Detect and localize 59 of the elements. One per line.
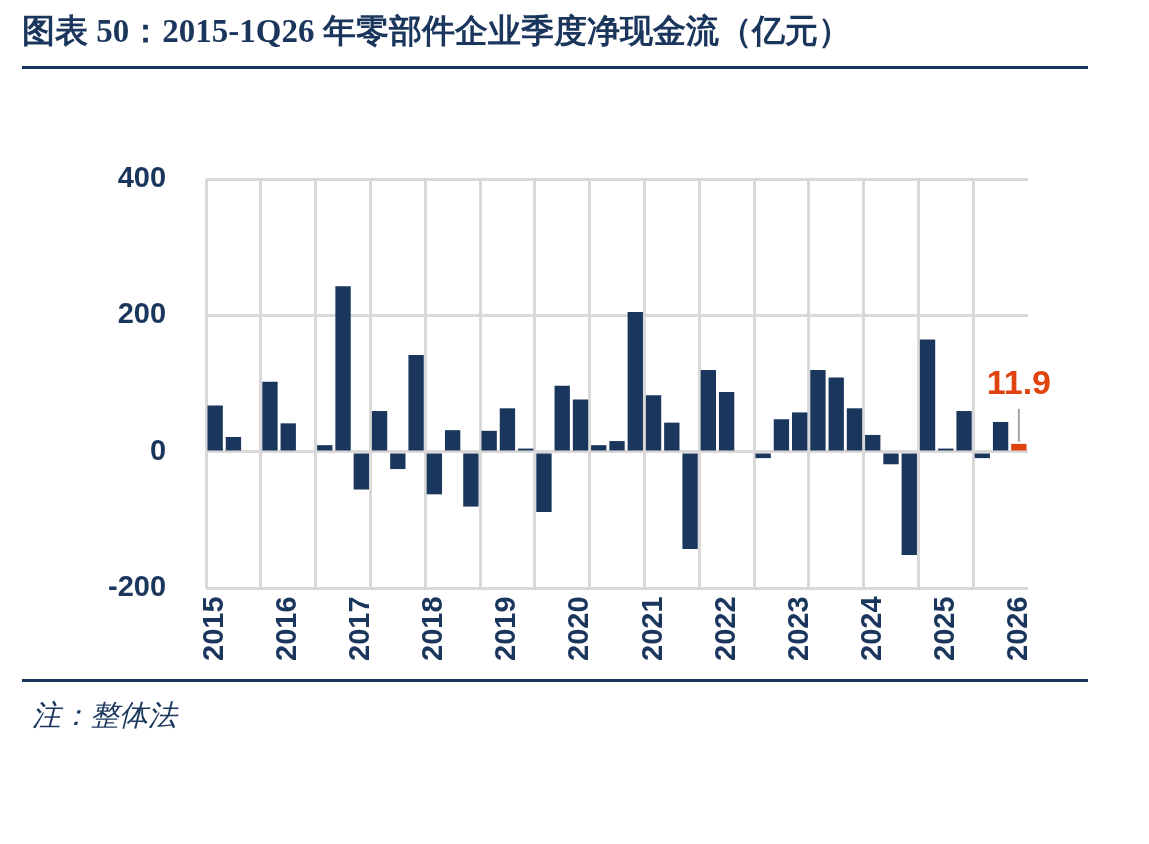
x-tick-label: 2022 bbox=[708, 596, 741, 661]
bar bbox=[901, 453, 917, 556]
bar bbox=[627, 312, 643, 451]
x-tick-label: 2024 bbox=[854, 596, 887, 661]
bar bbox=[664, 422, 680, 451]
bar bbox=[481, 430, 497, 451]
bar bbox=[956, 411, 972, 451]
x-tick-label: 2026 bbox=[1000, 596, 1033, 661]
text: 注：整体法 bbox=[31, 698, 180, 733]
y-tick-label: -200 bbox=[108, 570, 167, 603]
bar bbox=[280, 423, 296, 451]
bar bbox=[390, 453, 406, 470]
chart-title: 图表 50：2015-1Q26 年零部件企业季度净现金流（亿元） bbox=[21, 12, 852, 51]
bar bbox=[554, 385, 570, 451]
bar bbox=[682, 453, 698, 549]
bar bbox=[865, 434, 881, 451]
x-tick-label: 2021 bbox=[635, 596, 668, 661]
x-tick-label: 2016 bbox=[270, 596, 303, 661]
y-tick-label: 0 bbox=[149, 433, 167, 466]
bar bbox=[408, 355, 424, 451]
bar bbox=[810, 370, 826, 451]
bar bbox=[572, 399, 589, 451]
bar bbox=[828, 377, 844, 451]
bar bbox=[846, 408, 863, 451]
x-tick-label: 2018 bbox=[416, 596, 449, 661]
x-tick-label: 2025 bbox=[927, 596, 960, 661]
x-tick-label: 2023 bbox=[781, 596, 814, 661]
bar bbox=[883, 453, 899, 465]
bar bbox=[335, 286, 351, 451]
bar bbox=[426, 453, 443, 495]
bar bbox=[718, 391, 735, 451]
bar bbox=[225, 436, 242, 451]
bar bbox=[609, 441, 625, 451]
bar bbox=[645, 395, 662, 451]
bar bbox=[700, 370, 717, 451]
bar bbox=[974, 453, 991, 459]
y-tick-label: 400 bbox=[117, 161, 167, 193]
bar bbox=[371, 411, 388, 451]
bar bbox=[463, 453, 479, 507]
data-label: 11.9 bbox=[986, 363, 1052, 402]
bar bbox=[591, 445, 607, 451]
bar bbox=[1011, 443, 1027, 451]
bar bbox=[317, 445, 333, 451]
bar bbox=[755, 453, 771, 459]
bar bbox=[992, 421, 1009, 451]
x-tick-label: 2019 bbox=[489, 596, 522, 661]
bar bbox=[262, 381, 278, 451]
bar bbox=[444, 430, 461, 451]
x-tick-label: 2020 bbox=[562, 596, 595, 661]
bar bbox=[499, 408, 516, 451]
x-tick-label: 2015 bbox=[197, 596, 230, 661]
bar bbox=[773, 419, 790, 451]
bar bbox=[792, 412, 808, 451]
y-tick-label: 200 bbox=[117, 297, 167, 330]
bar bbox=[536, 453, 552, 513]
bar bbox=[353, 453, 369, 490]
x-tick-label: 2017 bbox=[343, 596, 376, 661]
bar bbox=[919, 339, 936, 451]
bar bbox=[207, 405, 223, 451]
